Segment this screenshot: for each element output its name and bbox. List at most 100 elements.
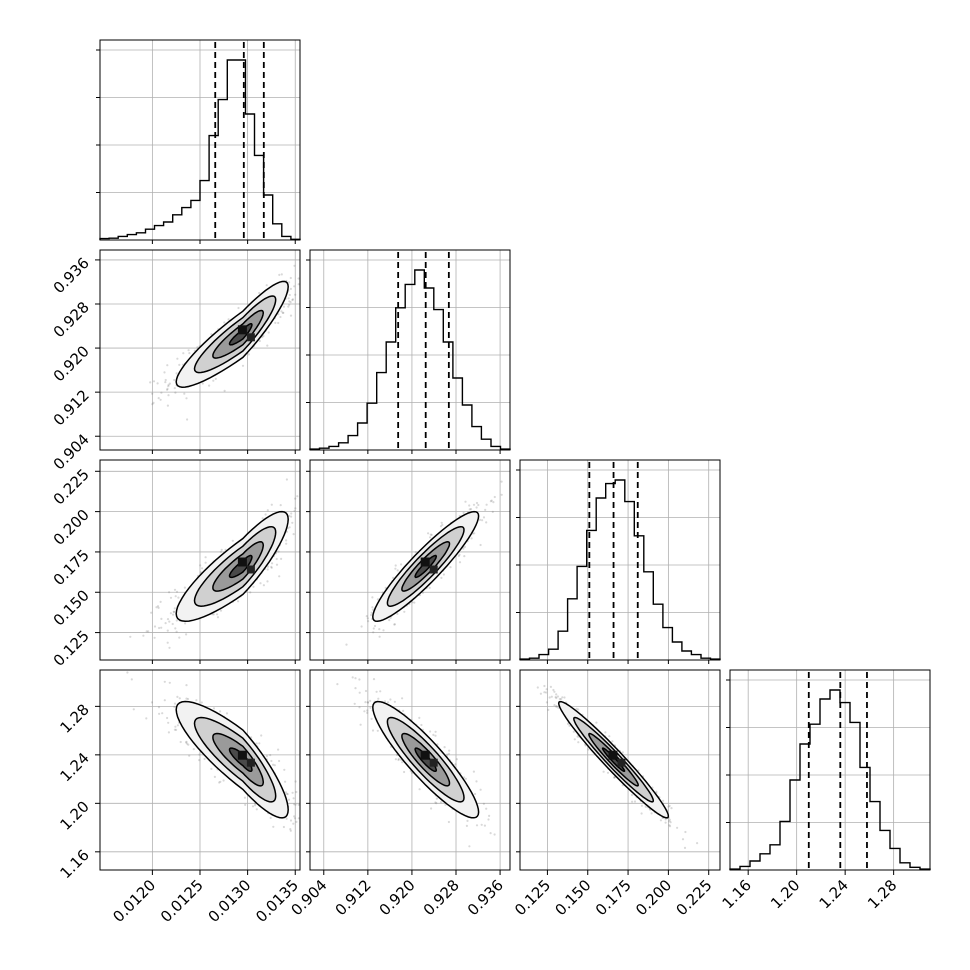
sample-point [684,830,687,834]
density-peak [429,758,438,767]
sample-point [370,613,373,617]
sample-point [458,561,462,564]
sample-point [284,780,287,783]
sample-point [458,553,461,556]
sample-point [289,287,292,290]
sample-point [394,564,397,567]
sample-point [681,838,685,841]
sample-point [455,758,458,761]
sample-point [166,387,169,390]
sample-point [295,790,298,794]
sample-point [159,398,162,401]
sample-point [568,724,571,727]
sample-point [462,511,465,514]
sample-point [277,321,280,325]
density-peak [237,557,247,567]
sample-point [176,357,179,360]
sample-point [174,725,177,728]
sample-point [472,770,475,773]
sample-point [389,616,392,620]
histogram-step [99,59,301,240]
pair-panel [99,459,301,661]
sample-point [163,680,166,683]
sample-point [434,801,437,804]
sample-point [378,635,381,638]
sample-point [420,723,423,727]
sample-point [479,788,482,791]
sample-point [156,382,159,385]
sample-point [166,629,169,632]
sample-point [561,696,564,699]
x-tick-label: 1.16 [719,876,755,912]
sample-point [563,696,566,699]
sample-point [285,817,288,820]
sample-point [396,569,399,572]
sample-point [297,803,300,806]
sample-point [157,606,160,610]
sample-point [371,596,374,599]
sample-point [400,563,403,566]
sample-point [676,826,679,829]
sample-point [285,478,288,481]
sample-point [539,692,543,695]
sample-point [664,818,667,821]
sample-point [269,816,272,820]
sample-point [208,384,211,387]
sample-point [158,712,161,715]
sample-point [488,814,491,818]
sample-point [289,819,293,822]
sample-point [279,504,282,507]
sample-point [388,619,391,622]
sample-point [370,717,373,721]
sample-point [577,741,580,744]
sample-point [566,722,570,726]
sample-point [185,741,188,744]
sample-point [441,523,444,527]
sample-point [166,641,169,644]
y-tick-label: 0.175 [50,546,93,589]
sample-point [293,285,296,288]
sample-point [489,832,492,835]
sample-point [270,565,273,569]
sample-point [536,686,539,689]
sample-point [175,372,178,375]
sample-point [173,607,176,610]
sample-point [198,759,201,762]
sample-point [435,802,438,805]
sample-point [163,699,166,702]
sample-point [201,382,204,385]
sample-point [553,690,556,693]
sample-point [186,418,189,421]
sample-point [446,753,449,756]
sample-point [440,576,443,580]
sample-point [418,788,421,791]
sample-point [555,696,558,700]
sample-point [291,298,294,301]
sample-point [297,817,300,820]
pair-panel [99,249,301,451]
sample-point [277,550,280,553]
sample-point [198,753,201,756]
sample-point [275,557,278,561]
sample-point [167,721,170,724]
sample-point [258,742,261,745]
sample-point [225,712,229,715]
sample-point [377,697,380,700]
sample-point [294,507,297,510]
sample-point [288,514,291,518]
sample-point [358,678,361,681]
sample-point [500,480,503,483]
y-tick-label: 1.28 [56,700,92,736]
sample-point [203,757,206,761]
sample-point [178,636,181,639]
sample-point [481,519,484,522]
sample-point [474,792,477,796]
sample-point [402,709,405,713]
panel-frame [309,459,511,661]
sample-point [484,508,487,511]
sample-point [282,305,286,308]
sample-point [152,380,156,383]
sample-point [371,729,375,732]
sample-point [158,626,161,630]
sample-point [150,701,154,704]
